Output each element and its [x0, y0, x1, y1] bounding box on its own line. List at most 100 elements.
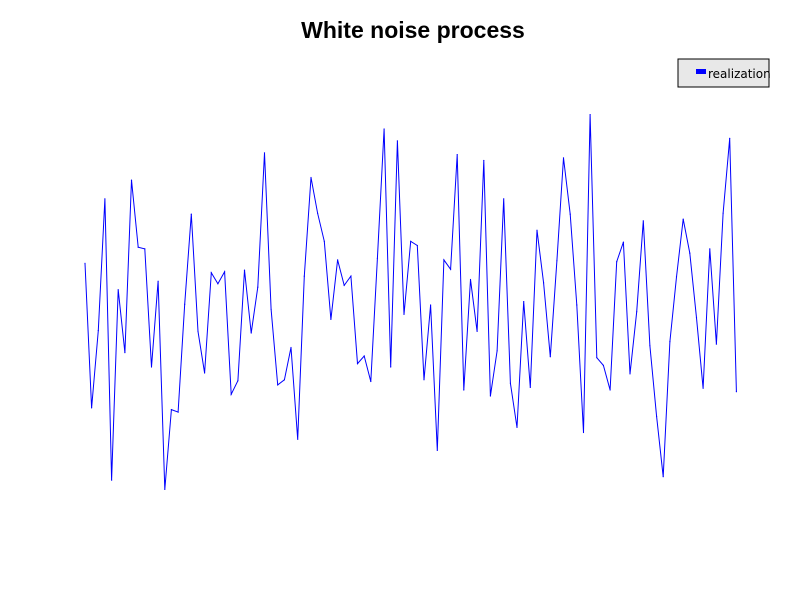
data-point	[675, 276, 678, 278]
data-point	[111, 479, 113, 481]
data-point	[150, 366, 153, 368]
data-point	[396, 140, 398, 142]
data-point	[217, 283, 219, 285]
data-point	[124, 352, 126, 354]
data-point	[210, 272, 212, 274]
data-point	[735, 391, 738, 393]
data-point	[224, 271, 226, 273]
data-point	[602, 364, 605, 366]
data-point	[177, 411, 179, 413]
data-point	[523, 301, 525, 303]
data-point	[277, 384, 279, 386]
data-point	[662, 476, 664, 478]
data-point	[702, 387, 704, 389]
legend-label-realization: realization	[708, 67, 771, 81]
data-point	[330, 318, 332, 320]
data-point	[636, 311, 638, 313]
data-point	[323, 240, 325, 242]
data-point	[715, 343, 718, 345]
data-point	[529, 386, 531, 388]
data-point	[337, 259, 339, 261]
data-point	[263, 152, 266, 154]
data-point	[503, 198, 505, 200]
data-point	[596, 357, 598, 359]
data-point	[582, 431, 585, 434]
data-point	[97, 329, 99, 332]
data-point	[722, 212, 724, 214]
legend: realization	[677, 58, 771, 88]
data-point	[576, 304, 578, 306]
data-point	[616, 261, 618, 263]
data-point	[204, 372, 206, 374]
data-point	[450, 268, 452, 270]
data-point	[164, 488, 166, 490]
data-point	[403, 313, 405, 315]
data-point	[729, 137, 731, 139]
data-point	[656, 415, 658, 417]
data-point	[423, 379, 425, 381]
data-point	[516, 426, 518, 428]
legend-box	[677, 58, 770, 88]
data-point	[370, 380, 372, 383]
data-point	[343, 284, 345, 286]
data-point	[317, 212, 319, 214]
data-point	[509, 382, 511, 384]
data-point	[383, 128, 385, 130]
data-point	[562, 157, 565, 159]
data-point	[303, 275, 305, 277]
data-point	[543, 282, 545, 284]
data-point	[589, 114, 591, 116]
data-point	[184, 303, 186, 305]
data-point	[456, 154, 458, 156]
data-point	[250, 332, 252, 334]
data-point	[489, 395, 491, 397]
data-point	[297, 438, 299, 440]
data-point	[436, 449, 438, 451]
data-point	[257, 286, 259, 288]
data-point	[117, 289, 119, 291]
data-points	[84, 114, 738, 490]
data-point	[669, 341, 671, 343]
data-point	[197, 330, 199, 332]
data-point	[695, 317, 698, 319]
data-point	[556, 260, 558, 262]
data-point	[363, 355, 365, 357]
data-point	[609, 389, 611, 391]
data-point	[144, 248, 146, 250]
data-point	[91, 407, 93, 409]
data-point	[469, 278, 472, 281]
data-point	[270, 308, 272, 310]
data-point	[463, 389, 465, 391]
data-point	[443, 259, 445, 261]
data-point	[130, 179, 133, 181]
data-point	[682, 218, 684, 220]
data-point	[536, 229, 538, 231]
data-point	[376, 257, 378, 259]
data-point	[137, 246, 139, 248]
data-point	[649, 345, 651, 347]
legend-swatch	[696, 69, 706, 74]
data-point	[629, 373, 631, 375]
data-point	[622, 241, 625, 243]
data-point	[243, 269, 246, 271]
data-point	[104, 198, 106, 200]
data-point	[157, 280, 159, 282]
data-point	[310, 176, 312, 179]
data-point	[350, 275, 352, 277]
data-point	[170, 409, 172, 411]
data-point	[569, 213, 571, 215]
data-point	[549, 356, 551, 358]
series-line-realization	[84, 114, 737, 490]
data-point	[416, 244, 418, 247]
data-point	[642, 220, 644, 222]
data-point	[390, 366, 392, 368]
data-point	[84, 262, 86, 264]
data-point	[410, 240, 412, 242]
data-point	[483, 159, 485, 162]
data-point	[496, 350, 498, 352]
data-point	[290, 346, 292, 349]
data-point	[283, 379, 285, 381]
data-point	[689, 252, 691, 254]
data-point	[476, 330, 478, 332]
